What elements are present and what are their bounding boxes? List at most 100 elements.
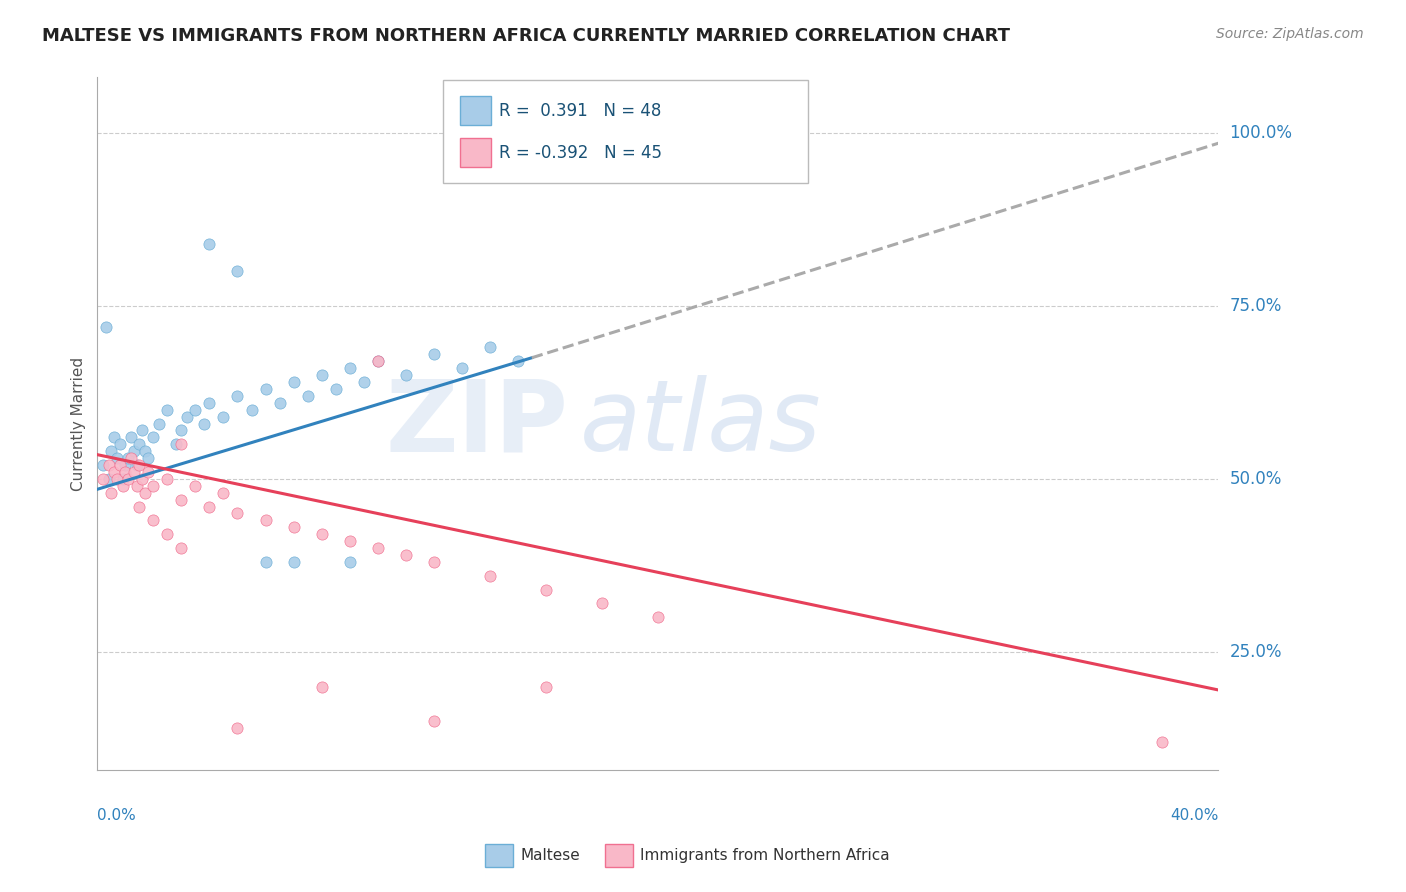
Point <box>422 347 444 361</box>
Point <box>91 472 114 486</box>
Point <box>193 417 215 431</box>
Point <box>395 368 418 382</box>
Point <box>165 437 187 451</box>
Point <box>148 417 170 431</box>
Point <box>450 361 472 376</box>
Point <box>254 382 277 396</box>
Point <box>198 500 221 514</box>
Point <box>128 500 150 514</box>
Point <box>156 402 179 417</box>
Point <box>226 389 249 403</box>
Point <box>170 492 193 507</box>
Point <box>170 437 193 451</box>
Point <box>1152 735 1174 749</box>
Point <box>134 444 156 458</box>
Point <box>142 479 165 493</box>
Point <box>311 680 333 694</box>
Point <box>478 569 501 583</box>
Point <box>506 354 529 368</box>
Point <box>240 402 263 417</box>
Text: ZIP: ZIP <box>385 375 568 472</box>
Point <box>212 409 235 424</box>
Point <box>117 451 139 466</box>
Point <box>125 479 148 493</box>
Point <box>478 340 501 354</box>
Point <box>128 437 150 451</box>
Point <box>100 444 122 458</box>
Point <box>103 430 125 444</box>
Point <box>353 375 375 389</box>
Point <box>100 485 122 500</box>
Point <box>117 472 139 486</box>
Point <box>297 389 319 403</box>
Point <box>422 714 444 728</box>
Point <box>184 402 207 417</box>
Text: 50.0%: 50.0% <box>1230 470 1282 488</box>
Text: MALTESE VS IMMIGRANTS FROM NORTHERN AFRICA CURRENTLY MARRIED CORRELATION CHART: MALTESE VS IMMIGRANTS FROM NORTHERN AFRI… <box>42 27 1010 45</box>
Point <box>170 541 193 555</box>
Point <box>367 354 389 368</box>
Text: 0.0%: 0.0% <box>97 808 136 823</box>
Point <box>134 485 156 500</box>
Point <box>122 444 145 458</box>
Text: Immigrants from Northern Africa: Immigrants from Northern Africa <box>640 848 890 863</box>
Point <box>114 458 136 472</box>
Text: R =  0.391   N = 48: R = 0.391 N = 48 <box>499 102 661 120</box>
Point <box>120 451 142 466</box>
Point <box>534 680 557 694</box>
Point <box>311 368 333 382</box>
Point <box>198 236 221 251</box>
Point <box>198 396 221 410</box>
Text: Maltese: Maltese <box>520 848 579 863</box>
Point <box>395 548 418 562</box>
Point <box>103 465 125 479</box>
Text: atlas: atlas <box>579 375 821 472</box>
Point <box>339 534 361 549</box>
Point <box>136 465 159 479</box>
Point <box>108 458 131 472</box>
Y-axis label: Currently Married: Currently Married <box>72 357 86 491</box>
Point <box>283 375 305 389</box>
Point <box>131 472 153 486</box>
Point <box>325 382 347 396</box>
Point <box>311 527 333 541</box>
Point <box>176 409 198 424</box>
Text: Source: ZipAtlas.com: Source: ZipAtlas.com <box>1216 27 1364 41</box>
Point <box>339 555 361 569</box>
Point <box>156 527 179 541</box>
Text: 75.0%: 75.0% <box>1230 297 1282 315</box>
Point <box>122 465 145 479</box>
Point <box>142 430 165 444</box>
Text: R = -0.392   N = 45: R = -0.392 N = 45 <box>499 144 662 161</box>
Point <box>226 264 249 278</box>
Point <box>226 721 249 735</box>
Point <box>128 458 150 472</box>
Point <box>254 555 277 569</box>
Point <box>647 610 669 624</box>
Point <box>97 472 120 486</box>
Point <box>108 437 131 451</box>
Point <box>125 458 148 472</box>
Point <box>156 472 179 486</box>
Point <box>283 520 305 534</box>
Point <box>142 513 165 527</box>
Point <box>367 354 389 368</box>
Point <box>184 479 207 493</box>
Text: 100.0%: 100.0% <box>1230 124 1292 142</box>
Point <box>591 597 613 611</box>
Point <box>534 582 557 597</box>
Point <box>97 458 120 472</box>
Text: 25.0%: 25.0% <box>1230 643 1282 661</box>
Point <box>254 513 277 527</box>
Point <box>226 507 249 521</box>
Point <box>114 465 136 479</box>
Point <box>367 541 389 555</box>
Point <box>212 485 235 500</box>
Point <box>111 479 134 493</box>
Point <box>105 451 128 466</box>
Point <box>170 424 193 438</box>
Point <box>111 472 134 486</box>
Point <box>105 472 128 486</box>
Point <box>269 396 291 410</box>
Point <box>422 555 444 569</box>
